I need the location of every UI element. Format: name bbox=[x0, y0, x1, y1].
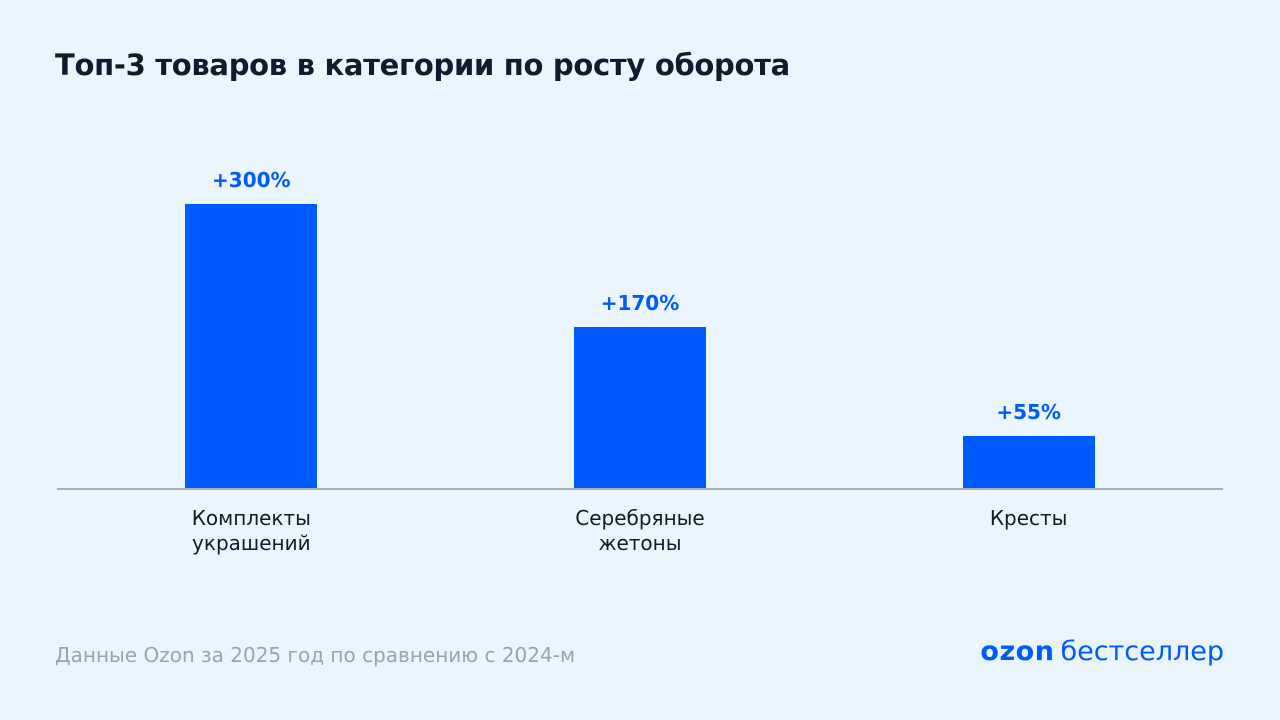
baseline bbox=[57, 488, 1223, 490]
brand-subtitle: бестселлер bbox=[1060, 636, 1224, 667]
bar bbox=[962, 435, 1095, 488]
value-label: +300% bbox=[212, 168, 291, 192]
bar bbox=[574, 327, 706, 488]
x-tick-label: Кресты bbox=[989, 506, 1068, 530]
brand-name: ozon bbox=[980, 636, 1055, 667]
bar bbox=[185, 204, 318, 488]
source-note: Данные Ozon за 2025 год по сравнению с 2… bbox=[55, 643, 576, 667]
chart-title: Топ-3 товаров в категории по росту оборо… bbox=[55, 48, 790, 82]
value-label: +55% bbox=[996, 399, 1061, 424]
x-tick-label: Серебряные жетоны bbox=[575, 506, 705, 555]
x-tick-label: Комплекты украшений bbox=[191, 506, 311, 555]
value-label: +170% bbox=[600, 291, 680, 316]
brand-logo: ozon бестселлер bbox=[980, 636, 1224, 667]
